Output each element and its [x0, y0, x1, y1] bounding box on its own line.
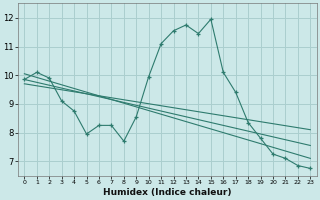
X-axis label: Humidex (Indice chaleur): Humidex (Indice chaleur) [103, 188, 232, 197]
